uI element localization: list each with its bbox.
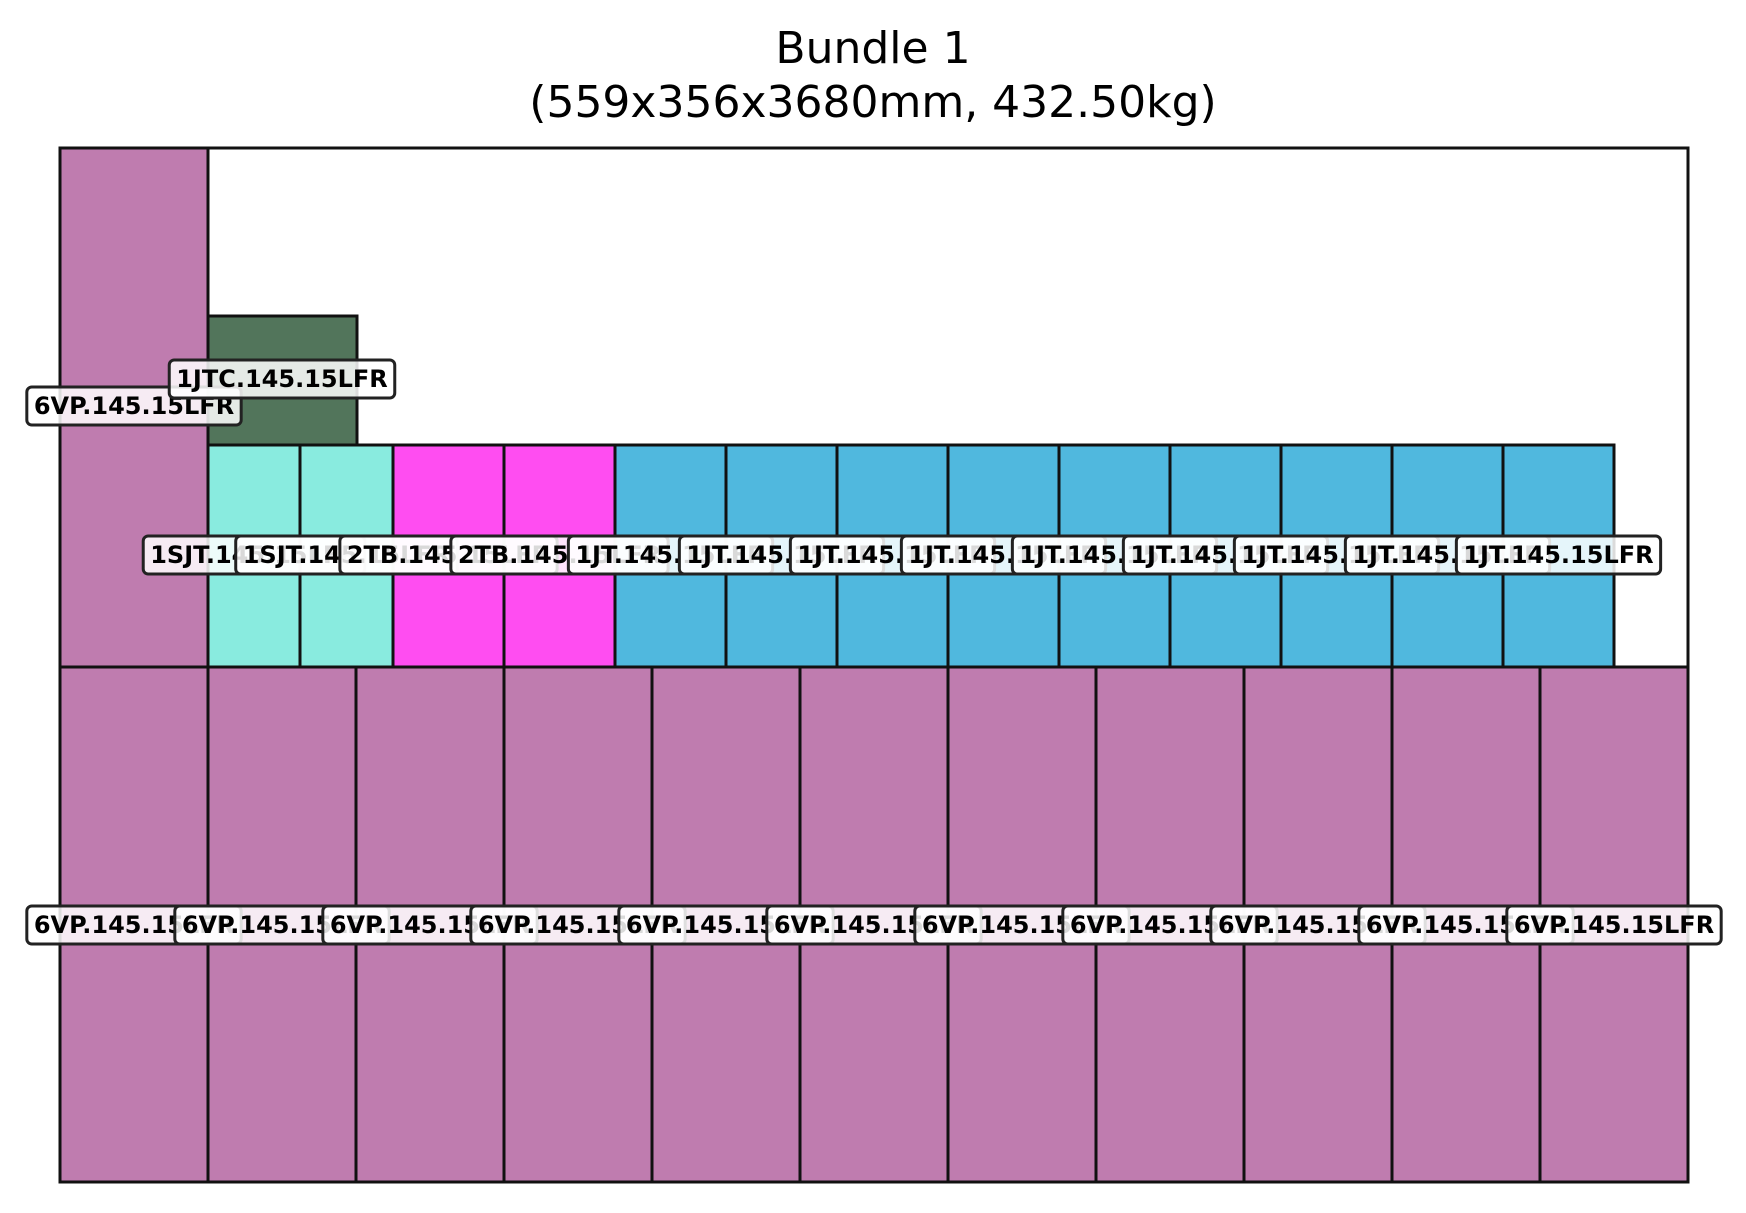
chart-title: Bundle 1 (559x356x3680mm, 432.50kg) bbox=[0, 22, 1746, 130]
labels-layer: 6VP.145.15LFR1JTC.145.15LFR1SJT.145.15LF… bbox=[25, 358, 1723, 946]
svg-text:1JTC.145.15LFR: 1JTC.145.15LFR bbox=[176, 365, 388, 393]
svg-text:6VP.145.15LFR: 6VP.145.15LFR bbox=[1514, 911, 1714, 939]
label-bottom-10: 6VP.145.15LFR bbox=[1505, 904, 1723, 946]
label-1jtc: 1JTC.145.15LFR bbox=[167, 358, 397, 400]
title-line-2: (559x356x3680mm, 432.50kg) bbox=[529, 77, 1217, 128]
label-middle-12: 1JT.145.15LFR bbox=[1454, 534, 1663, 576]
svg-text:1JT.145.15LFR: 1JT.145.15LFR bbox=[1463, 541, 1653, 569]
title-line-1: Bundle 1 bbox=[775, 23, 971, 74]
